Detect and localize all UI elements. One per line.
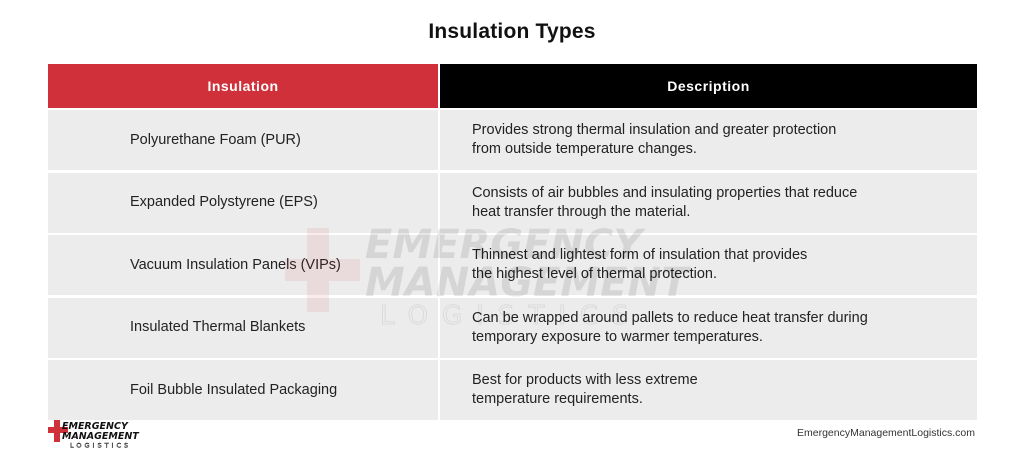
- website-url: EmergencyManagementLogistics.com: [797, 427, 975, 439]
- insulation-description: Can be wrapped around pallets to reduce …: [440, 297, 977, 358]
- description-line: temperature requirements.: [472, 391, 643, 407]
- insulation-description: Consists of air bubbles and insulating p…: [440, 172, 977, 233]
- description-line: heat transfer through the material.: [472, 203, 691, 220]
- logo-line2: MANAGEMENT: [62, 431, 140, 442]
- description-line: Provides strong thermal insulation and g…: [472, 122, 837, 138]
- insulation-table: Insulation Description Polyurethane Foam…: [48, 64, 977, 423]
- insulation-name: Vacuum Insulation Panels (VIPs): [48, 235, 438, 295]
- header-description: Description: [440, 64, 977, 108]
- insulation-name: Expanded Polystyrene (EPS): [48, 172, 438, 233]
- insulation-description: Provides strong thermal insulation and g…: [440, 110, 977, 170]
- company-logo: EMERGENCY MANAGEMENT LOGISTICS: [48, 420, 140, 450]
- table-header-row: Insulation Description: [48, 64, 977, 108]
- table-row: Vacuum Insulation Panels (VIPs) Thinnest…: [48, 235, 977, 295]
- page-title: Insulation Types: [428, 20, 596, 43]
- description-line: Can be wrapped around pallets to reduce …: [472, 309, 868, 326]
- description-line: temporary exposure to warmer temperature…: [472, 328, 763, 345]
- description-line: Thinnest and lightest form of insulation…: [472, 247, 808, 263]
- insulation-description: Thinnest and lightest form of insulation…: [440, 235, 977, 295]
- description-line: from outside temperature changes.: [472, 141, 697, 157]
- table-row: Insulated Thermal Blankets Can be wrappe…: [48, 297, 977, 358]
- table-row: Polyurethane Foam (PUR) Provides strong …: [48, 110, 977, 170]
- description-line: Consists of air bubbles and insulating p…: [472, 184, 858, 201]
- insulation-name: Foil Bubble Insulated Packaging: [48, 360, 438, 420]
- insulation-name: Polyurethane Foam (PUR): [48, 110, 438, 170]
- header-insulation: Insulation: [48, 64, 438, 108]
- table-row: Expanded Polystyrene (EPS) Consists of a…: [48, 172, 977, 233]
- description-line: the highest level of thermal protection.: [472, 266, 718, 282]
- red-cross-icon: [48, 420, 68, 442]
- logo-line1: EMERGENCY: [62, 421, 129, 432]
- insulation-name: Insulated Thermal Blankets: [48, 297, 438, 358]
- logo-line3: LOGISTICS: [70, 442, 131, 450]
- insulation-description: Best for products with less extreme temp…: [440, 360, 977, 420]
- description-line: Best for products with less extreme: [472, 372, 698, 388]
- table-row: Foil Bubble Insulated Packaging Best for…: [48, 360, 977, 420]
